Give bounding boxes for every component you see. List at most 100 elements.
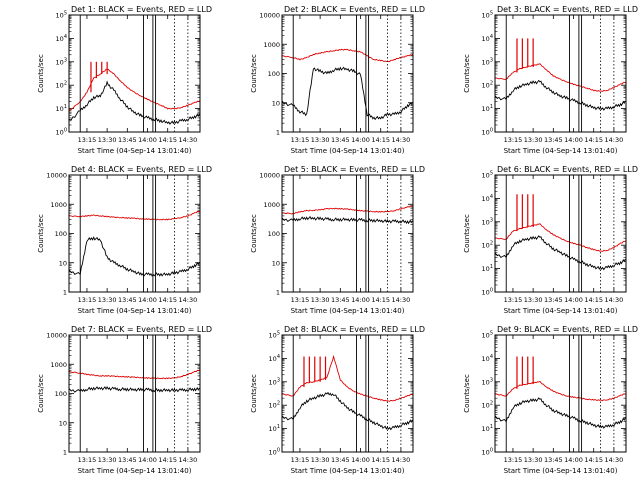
y-tick-exponent: 0 xyxy=(490,288,493,294)
x-axis-label: Start Time (04-Sep-14 13:01:40) xyxy=(78,467,192,475)
x-tick-label: 14:00 xyxy=(351,296,370,304)
y-tick-label: 105 xyxy=(482,11,493,20)
y-tick-label: 101 xyxy=(482,104,493,113)
x-tick-label: 14:00 xyxy=(351,136,370,144)
x-axis-label: Start Time (04-Sep-14 13:01:40) xyxy=(291,467,405,475)
x-tick-label: 13:30 xyxy=(311,456,330,464)
x-tick-label: 13:45 xyxy=(544,456,563,464)
x-tick-label: 14:15 xyxy=(584,296,603,304)
x-tick-label: 14:00 xyxy=(564,136,583,144)
x-tick-label: 14:30 xyxy=(605,456,624,464)
lld-series-line xyxy=(282,48,413,63)
y-tick-label: 10000 xyxy=(46,332,67,340)
y-tick-label: 100 xyxy=(269,448,280,457)
panel-title: Det 8: BLACK = Events, RED = LLD xyxy=(284,325,425,334)
x-axis-label: Start Time (04-Sep-14 13:01:40) xyxy=(78,147,192,155)
y-tick-exponent: 3 xyxy=(490,57,493,63)
y-tick-exponent: 0 xyxy=(490,128,493,134)
y-tick-label: 100 xyxy=(268,70,280,78)
x-tick-label: 13:30 xyxy=(98,296,117,304)
plot-frame xyxy=(494,14,627,133)
y-axis-label: Counts/sec xyxy=(250,374,258,413)
lld-series-line xyxy=(282,205,413,215)
detector-panel-6: Det 6: BLACK = Events, RED = LLD Counts/s… xyxy=(463,165,638,315)
panel-title: Det 9: BLACK = Events, RED = LLD xyxy=(497,325,638,334)
x-tick-label: 13:30 xyxy=(524,456,543,464)
y-tick-label: 1000 xyxy=(263,41,280,49)
x-axis-label: Start Time (04-Sep-14 13:01:40) xyxy=(291,147,405,155)
y-tick-exponent: 4 xyxy=(490,354,493,360)
y-tick-label: 100 xyxy=(482,288,493,297)
y-tick-exponent: 4 xyxy=(490,194,493,200)
lld-series-line xyxy=(282,354,413,402)
events-series-line xyxy=(69,236,200,277)
plot-frame xyxy=(494,334,627,453)
y-tick-exponent: 0 xyxy=(277,448,280,454)
plot-frame xyxy=(494,174,627,293)
x-tick-label: 13:15 xyxy=(78,456,97,464)
y-tick-label: 104 xyxy=(482,194,493,203)
x-tick-label: 14:15 xyxy=(158,296,177,304)
y-tick-label: 103 xyxy=(56,57,67,66)
x-tick-label: 14:30 xyxy=(179,296,198,304)
x-tick-label: 14:30 xyxy=(392,136,411,144)
events-series-line xyxy=(495,79,626,111)
y-tick-exponent: 4 xyxy=(64,34,67,40)
y-tick-label: 10 xyxy=(59,419,67,427)
x-tick-label: 13:45 xyxy=(118,456,137,464)
y-tick-exponent: 2 xyxy=(490,241,493,247)
panel-title: Det 7: BLACK = Events, RED = LLD xyxy=(71,325,212,334)
x-tick-label: 13:30 xyxy=(524,136,543,144)
y-tick-exponent: 2 xyxy=(277,401,280,407)
detector-panel-4: Det 4: BLACK = Events, RED = LLD Counts/s… xyxy=(37,165,212,315)
y-tick-label: 103 xyxy=(482,377,493,386)
x-axis-label: Start Time (04-Sep-14 13:01:40) xyxy=(504,307,618,315)
y-tick-exponent: 2 xyxy=(490,81,493,87)
events-series-line xyxy=(495,235,626,271)
y-tick-exponent: 5 xyxy=(490,331,493,337)
x-tick-label: 14:30 xyxy=(179,456,198,464)
y-tick-label: 100 xyxy=(268,230,280,238)
plot-frame xyxy=(281,14,414,133)
y-tick-label: 1000 xyxy=(50,361,67,369)
y-tick-label: 105 xyxy=(482,171,493,180)
events-series-line xyxy=(282,215,413,225)
y-tick-exponent: 3 xyxy=(277,377,280,383)
y-tick-label: 103 xyxy=(269,377,280,386)
events-series-line xyxy=(69,385,200,393)
x-tick-label: 13:45 xyxy=(331,456,350,464)
events-series-line xyxy=(282,66,413,121)
x-tick-label: 13:15 xyxy=(78,136,97,144)
x-tick-label: 14:15 xyxy=(158,456,177,464)
x-tick-label: 13:15 xyxy=(504,456,523,464)
y-axis-label: Counts/sec xyxy=(250,214,258,253)
y-tick-label: 105 xyxy=(56,11,67,20)
x-tick-label: 14:30 xyxy=(179,136,198,144)
y-tick-label: 10000 xyxy=(259,172,280,180)
x-tick-label: 13:30 xyxy=(98,136,117,144)
y-tick-label: 10 xyxy=(59,259,67,267)
y-tick-label: 1000 xyxy=(263,201,280,209)
panel-title: Det 6: BLACK = Events, RED = LLD xyxy=(497,165,638,174)
x-tick-label: 14:00 xyxy=(138,296,157,304)
x-tick-label: 13:15 xyxy=(504,296,523,304)
detector-panel-5: Det 5: BLACK = Events, RED = LLD Counts/s… xyxy=(250,165,425,315)
y-tick-label: 102 xyxy=(482,81,493,90)
plot-frame xyxy=(68,174,201,293)
detector-panel-1: Det 1: BLACK = Events, RED = LLD Counts/s… xyxy=(37,5,212,155)
y-tick-label: 104 xyxy=(269,354,280,363)
plot-frame xyxy=(68,14,201,133)
y-tick-exponent: 1 xyxy=(490,104,493,110)
y-axis-label: Counts/sec xyxy=(463,54,471,93)
y-tick-label: 102 xyxy=(269,401,280,410)
detector-panel-8: Det 8: BLACK = Events, RED = LLD Counts/s… xyxy=(250,325,425,475)
x-tick-label: 14:30 xyxy=(605,136,624,144)
x-tick-label: 14:15 xyxy=(371,456,390,464)
y-tick-exponent: 1 xyxy=(490,264,493,270)
y-axis-label: Counts/sec xyxy=(463,374,471,413)
y-tick-exponent: 4 xyxy=(490,34,493,40)
y-tick-label: 100 xyxy=(55,230,67,238)
y-tick-label: 105 xyxy=(482,331,493,340)
x-tick-label: 14:00 xyxy=(564,296,583,304)
